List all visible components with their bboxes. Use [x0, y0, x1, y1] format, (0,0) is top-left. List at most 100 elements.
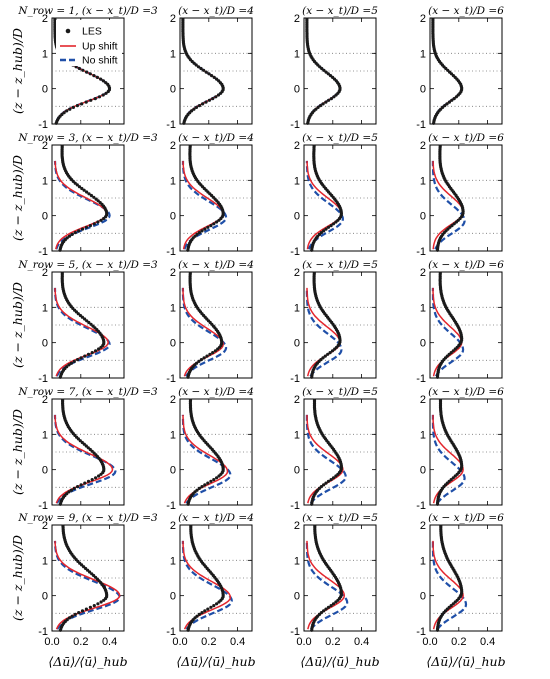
les-point — [83, 317, 87, 321]
y-tick-label: 1 — [170, 555, 176, 567]
les-point — [197, 231, 201, 235]
panel-r1-c4: -1 0 1 2(x − x_t)/D =4 — [166, 5, 254, 131]
y-tick-label: 2 — [170, 267, 176, 279]
les-point — [202, 356, 206, 360]
les-point — [188, 398, 193, 402]
les-point — [76, 358, 80, 362]
panel-title: N_row = 7, (x − x_t)/D =3 — [17, 386, 158, 398]
les-point — [321, 102, 325, 106]
y-tick-label: 2 — [294, 394, 300, 406]
y-tick-label: 1 — [294, 48, 300, 60]
les-point — [65, 236, 69, 240]
les-point — [60, 271, 64, 275]
y-tick-label: -1 — [290, 246, 300, 258]
les-point — [101, 93, 105, 97]
panel-title: (x − x_t)/D =5 — [302, 259, 378, 271]
les-point — [312, 144, 316, 148]
les-point — [65, 365, 69, 369]
y-tick-label: 0 — [294, 84, 300, 96]
les-point — [313, 524, 317, 528]
y-tick-label: 0 — [42, 211, 48, 223]
series-les — [435, 144, 465, 252]
y-axis-label: (z − z_hub)/D — [10, 282, 25, 368]
y-tick-label: 0 — [420, 465, 426, 477]
les-point — [197, 612, 201, 616]
les-point — [61, 524, 65, 528]
x-tick-label: 0.2 — [325, 636, 340, 648]
les-point — [84, 100, 88, 104]
y-tick-label: 2 — [420, 394, 426, 406]
panel-r9-c3: -1 0 1 2 0.0 0.2 0.4 N_row = 9, (x − x_t)/D =3 — [17, 512, 158, 648]
les-point — [211, 351, 215, 355]
les-point — [81, 68, 85, 72]
y-tick-label: 0 — [170, 591, 176, 603]
les-point — [324, 227, 328, 231]
les-point — [203, 483, 207, 487]
les-point — [438, 144, 442, 148]
les-point — [200, 611, 204, 615]
y-axis-label: (z − z_hub)/D — [10, 409, 25, 495]
y-tick-label: 0 — [420, 84, 426, 96]
les-point — [331, 476, 336, 480]
series-no-shift — [305, 287, 343, 377]
les-point — [80, 609, 85, 613]
y-tick-label: -1 — [166, 373, 176, 385]
les-point — [316, 105, 320, 109]
les-point — [61, 398, 65, 402]
y-tick-label: -1 — [290, 500, 300, 512]
panel-title: N_row = 3, (x − x_t)/D =3 — [17, 132, 158, 144]
les-point — [97, 95, 102, 99]
x-axis-labels: ⟨Δū⟩/⟨ū⟩_hub ⟨Δū⟩/⟨ū⟩_hub ⟨Δū⟩/⟨ū⟩_hub ⟨Δū⟩… — [48, 654, 505, 669]
les-point — [83, 354, 87, 358]
x-tick-label: 0.0 — [44, 636, 59, 648]
les-point — [331, 222, 336, 226]
y-tick-label: 2 — [294, 267, 300, 279]
x-tick-label: 0.4 — [230, 636, 245, 648]
les-point — [65, 109, 69, 113]
y-tick-label: 2 — [294, 140, 300, 152]
les-point — [203, 609, 207, 613]
series-no-shift — [181, 160, 228, 250]
les-point — [80, 102, 84, 106]
les-point — [65, 618, 69, 622]
les-point — [212, 75, 216, 79]
panel-r7-c3: -1 0 1 2N_row = 7, (x − x_t)/D =3 — [17, 386, 158, 512]
y-axis-labels: (z − z_hub)/D (z − z_hub)/D (z − z_hub)/D (… — [10, 28, 25, 621]
y-tick-label: 1 — [42, 555, 48, 567]
les-point — [201, 102, 205, 106]
y-tick-label: -1 — [416, 373, 426, 385]
series-no-shift — [431, 540, 468, 630]
y-tick-label: -1 — [290, 373, 300, 385]
panel-r3-c6: -1 0 1 2(x − x_t)/D =6 — [416, 132, 504, 258]
y-tick-label: 2 — [294, 13, 300, 25]
series-les — [58, 524, 109, 632]
panel-title: (x − x_t)/D =4 — [178, 132, 254, 144]
y-tick-label: -1 — [38, 626, 48, 638]
les-point — [328, 351, 332, 355]
les-point — [206, 225, 210, 229]
les-point — [329, 604, 333, 608]
panel-title: (x − x_t)/D =6 — [428, 5, 504, 17]
panel-title: (x − x_t)/D =4 — [178, 512, 254, 524]
y-tick-label: 1 — [42, 175, 48, 187]
les-point — [92, 604, 96, 608]
les-point — [88, 72, 92, 76]
y-tick-label: -1 — [38, 119, 48, 131]
les-point — [73, 612, 77, 616]
les-point — [305, 17, 309, 21]
series-no-shift — [305, 540, 349, 630]
les-point — [80, 227, 85, 231]
y-tick-label: 0 — [170, 338, 176, 350]
x-axis-label: ⟨Δū⟩/⟨ū⟩_hub — [48, 654, 127, 669]
les-point — [322, 609, 326, 613]
les-point — [318, 104, 323, 108]
les-point — [438, 398, 443, 402]
series-les — [310, 524, 343, 632]
les-point — [99, 218, 103, 222]
x-axis-label: ⟨Δū⟩/⟨ū⟩_hub — [426, 654, 505, 669]
y-tick-label: 2 — [42, 520, 48, 532]
les-point — [68, 107, 72, 111]
les-point — [101, 79, 105, 83]
